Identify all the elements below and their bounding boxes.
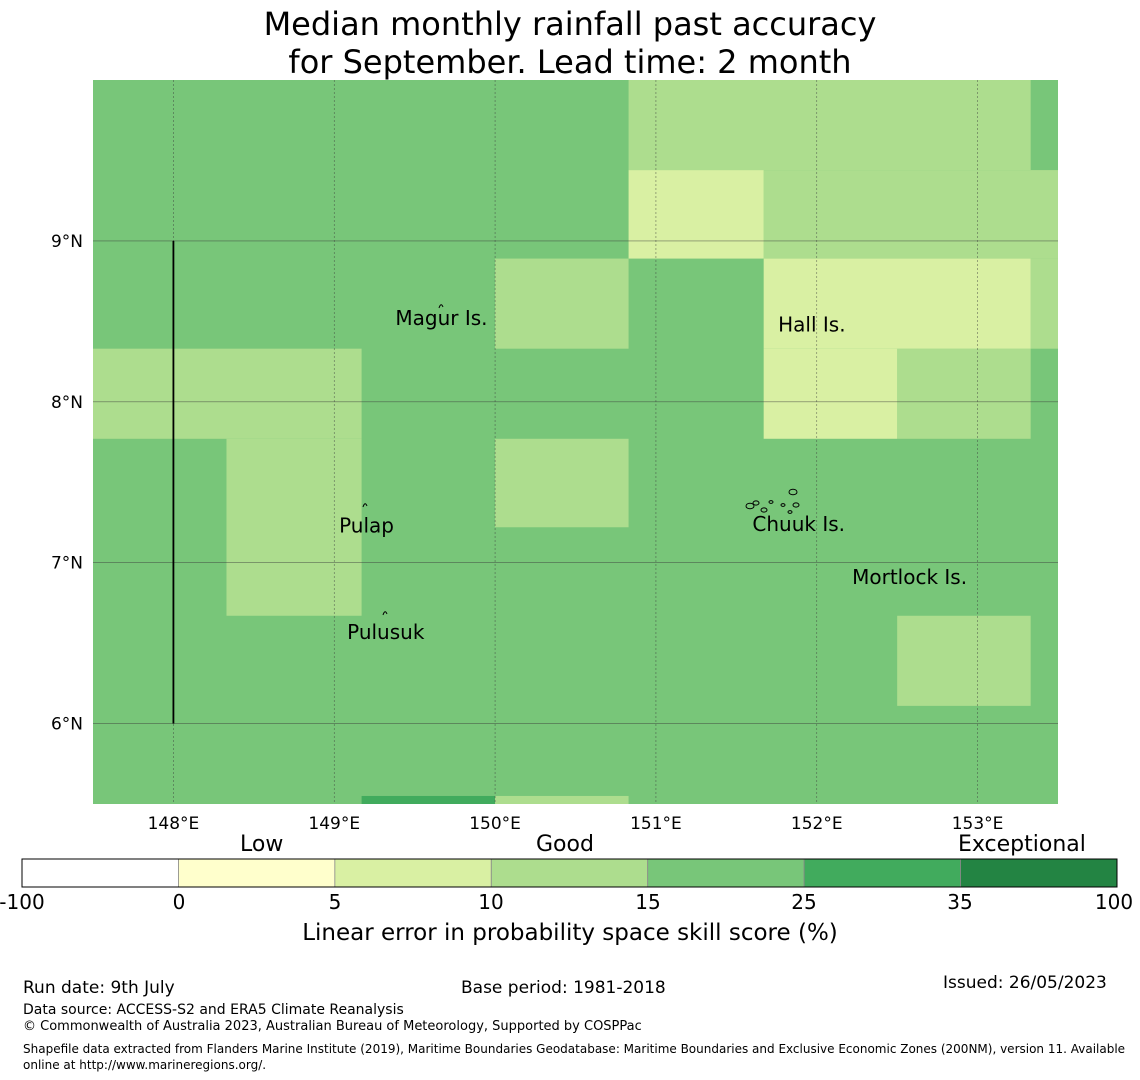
colorbar-tick-label: 0 bbox=[172, 890, 186, 914]
longitude-tick-label: 148°E bbox=[148, 814, 200, 834]
longitude-tick-label: 151°E bbox=[630, 814, 682, 834]
latitude-tick-label: 6°N bbox=[51, 715, 83, 735]
colorbar-tick-label: 25 bbox=[791, 890, 817, 914]
colorbar-category-good: Good bbox=[536, 832, 594, 857]
run-date: Run date: 9th July bbox=[23, 978, 175, 998]
shapefile-credit: Shapefile data extracted from Flanders M… bbox=[23, 1042, 1126, 1072]
colorbar-tick-label: 15 bbox=[635, 890, 661, 914]
place-label: Chuuk Is. bbox=[752, 512, 845, 536]
chuuk-island-outline bbox=[768, 500, 774, 504]
copyright: © Commonwealth of Australia 2023, Austra… bbox=[23, 1019, 642, 1034]
map-title-line-2: for September. Lead time: 2 month bbox=[288, 43, 852, 81]
colorbar-bin bbox=[960, 858, 1118, 888]
skill-cell bbox=[763, 170, 1058, 259]
skill-cell bbox=[1030, 258, 1058, 349]
island-outline bbox=[382, 611, 388, 616]
colorbar-bin bbox=[334, 858, 492, 888]
colorbar-tick-label: -100 bbox=[0, 890, 45, 914]
colorbar-outline bbox=[21, 858, 1118, 888]
skill-cell bbox=[897, 348, 1031, 439]
colorbar-tick-label: 100 bbox=[1094, 890, 1134, 914]
skill-cell bbox=[93, 348, 362, 439]
skill-cell bbox=[495, 438, 629, 528]
longitude-tick-label: 153°E bbox=[952, 814, 1004, 834]
skill-cell bbox=[628, 170, 764, 259]
skill-cell bbox=[763, 258, 1031, 349]
longitude-tick-label: 152°E bbox=[791, 814, 843, 834]
place-label: Magur Is. bbox=[395, 306, 487, 330]
skill-map: 148°E 149°E 150°E 151°E 152°E 153°E 6°N 7°N 8°N 9… bbox=[21, 80, 1118, 888]
skill-cell bbox=[763, 348, 898, 439]
chuuk-island-outline bbox=[780, 503, 786, 507]
skill-cell bbox=[361, 795, 496, 804]
chuuk-island-outline bbox=[788, 488, 798, 496]
colorbar-bin bbox=[490, 858, 649, 888]
chuuk-island-outline bbox=[752, 500, 760, 506]
island-outline bbox=[438, 304, 444, 309]
colorbar-label: Linear error in probability space skill … bbox=[302, 920, 838, 946]
colorbar-bin bbox=[21, 858, 179, 888]
data-source: Data source: ACCESS-S2 and ERA5 Climate … bbox=[23, 1002, 404, 1018]
skill-cell bbox=[897, 615, 1031, 706]
map-title-line-1: Median monthly rainfall past accuracy bbox=[263, 5, 877, 43]
colorbar-category-low: Low bbox=[240, 832, 284, 857]
colorbar-tick-label: 35 bbox=[947, 890, 973, 914]
chuuk-island-outline bbox=[745, 502, 755, 510]
issued-date: Issued: 26/05/2023 bbox=[943, 973, 1107, 993]
place-label: Hall Is. bbox=[778, 313, 845, 337]
longitude-tick-label: 150°E bbox=[469, 814, 521, 834]
place-label: Pulap bbox=[339, 514, 394, 538]
place-label: Mortlock Is. bbox=[852, 565, 967, 589]
colorbar-tick-label: 10 bbox=[478, 890, 504, 914]
colorbar-category-exceptional: Exceptional bbox=[958, 832, 1086, 857]
colorbar-bin bbox=[647, 858, 805, 888]
latitude-tick-label: 7°N bbox=[51, 554, 83, 574]
latitude-tick-label: 8°N bbox=[51, 393, 83, 413]
base-period: Base period: 1981-2018 bbox=[461, 978, 666, 998]
latitude-tick-label: 9°N bbox=[51, 232, 83, 252]
colorbar-bin bbox=[178, 858, 336, 888]
chuuk-island-outline bbox=[787, 510, 793, 514]
skill-cell bbox=[495, 795, 629, 804]
colorbar-bin bbox=[803, 858, 961, 888]
chuuk-island-outline bbox=[792, 502, 800, 508]
longitude-tick-label: 149°E bbox=[308, 814, 360, 834]
skill-cell bbox=[226, 438, 362, 616]
colorbar-tick-label: 5 bbox=[328, 890, 342, 914]
island-outline bbox=[362, 503, 368, 508]
skill-cell bbox=[495, 258, 629, 349]
skill-cell bbox=[628, 80, 1031, 171]
place-label: Pulusuk bbox=[347, 620, 425, 644]
chuuk-island-outline bbox=[760, 507, 768, 513]
